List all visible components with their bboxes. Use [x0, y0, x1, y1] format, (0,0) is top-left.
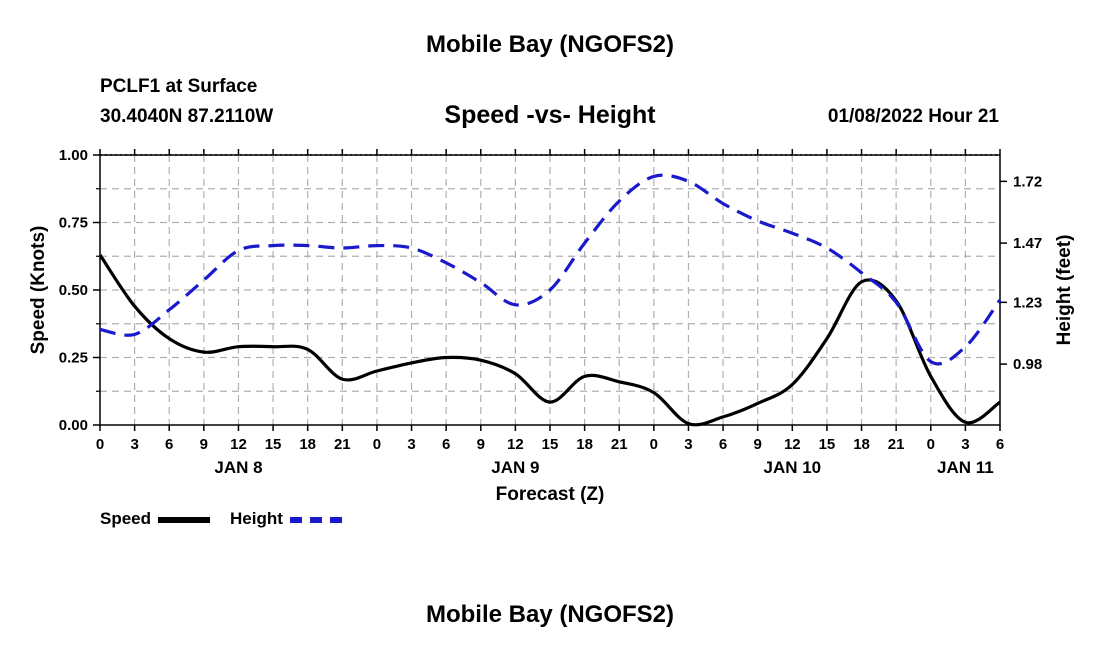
- x-tick-label: 12: [784, 436, 801, 453]
- forecast-datetime: 01/08/2022 Hour 21: [827, 106, 999, 127]
- y-tick-label-right: 1.72: [1013, 173, 1042, 190]
- y-axis-title-right: Height (feet): [1054, 235, 1075, 346]
- y-tick-label-right: 1.23: [1013, 294, 1042, 311]
- x-tick-label: 15: [819, 436, 836, 453]
- x-tick-label: 18: [576, 436, 593, 453]
- x-tick-label: 9: [477, 436, 485, 453]
- legend-speed-label: Speed: [100, 509, 152, 528]
- x-tick-label: 0: [927, 436, 935, 453]
- y-tick-label-right: 1.47: [1013, 235, 1042, 252]
- x-tick-label: 12: [507, 436, 524, 453]
- y-axis-title-left: Speed (Knots): [28, 226, 49, 355]
- legend-height: Height: [230, 509, 342, 529]
- x-tick-label: 3: [961, 436, 969, 453]
- x-tick-label: 12: [230, 436, 247, 453]
- day-label: JAN 8: [214, 458, 262, 477]
- day-label: JAN 11: [937, 458, 994, 477]
- second-chart-title: Mobile Bay (NGOFS2): [425, 601, 675, 628]
- day-label: JAN 10: [763, 458, 821, 477]
- x-tick-label: 6: [165, 436, 173, 453]
- x-tick-label: 0: [650, 436, 658, 453]
- y-tick-label-right: 0.98: [1013, 356, 1042, 373]
- y-tick-label-left: 0.25: [59, 350, 88, 367]
- x-tick-label: 6: [996, 436, 1004, 453]
- speed-height-chart: 0 3 6 9 12 15 18 21 0 3 6 9 12 15 18 21 0 3 6 9 12 15 18 21 0 3 6 0…: [28, 147, 1075, 505]
- x-tick-label: 21: [611, 436, 628, 453]
- x-tick-label: 3: [130, 436, 138, 453]
- x-tick-label: 21: [888, 436, 905, 453]
- height-series-line: [99, 173, 1002, 366]
- legend-speed-swatch: [157, 516, 210, 523]
- day-label: JAN 9: [491, 458, 539, 477]
- x-tick-label: 9: [200, 436, 208, 453]
- x-tick-label: 15: [265, 436, 282, 453]
- x-tick-label: 0: [96, 436, 104, 453]
- legend-height-swatch: [289, 516, 342, 523]
- station-label: PCLF1 at Surface: [100, 76, 258, 97]
- x-tick-label: 6: [442, 436, 450, 453]
- x-tick-label: 0: [373, 436, 381, 453]
- x-axis-title: Forecast (Z): [496, 484, 605, 505]
- chart-subtitle: Speed -vs- Height: [444, 101, 656, 129]
- chart-title: Mobile Bay (NGOFS2): [425, 31, 675, 58]
- x-tick-label: 9: [754, 436, 762, 453]
- x-tick-label: 18: [299, 436, 316, 453]
- y-tick-label-left: 0.75: [59, 215, 88, 232]
- y-tick-label-left: 0.00: [59, 417, 88, 434]
- speed-series-line: [98, 253, 1001, 427]
- x-tick-label: 18: [853, 436, 870, 453]
- x-tick-label: 6: [719, 436, 727, 453]
- x-tick-label: 3: [407, 436, 415, 453]
- y-tick-label-left: 0.50: [59, 282, 88, 299]
- station-coordinates: 30.4040N 87.2110W: [100, 106, 274, 127]
- x-tick-label: 15: [542, 436, 559, 453]
- legend-height-label: Height: [230, 509, 283, 528]
- x-tick-label: 21: [334, 436, 351, 453]
- x-tick-label: 3: [684, 436, 692, 453]
- y-tick-label-left: 1.00: [59, 147, 88, 164]
- legend-speed: Speed: [100, 509, 210, 529]
